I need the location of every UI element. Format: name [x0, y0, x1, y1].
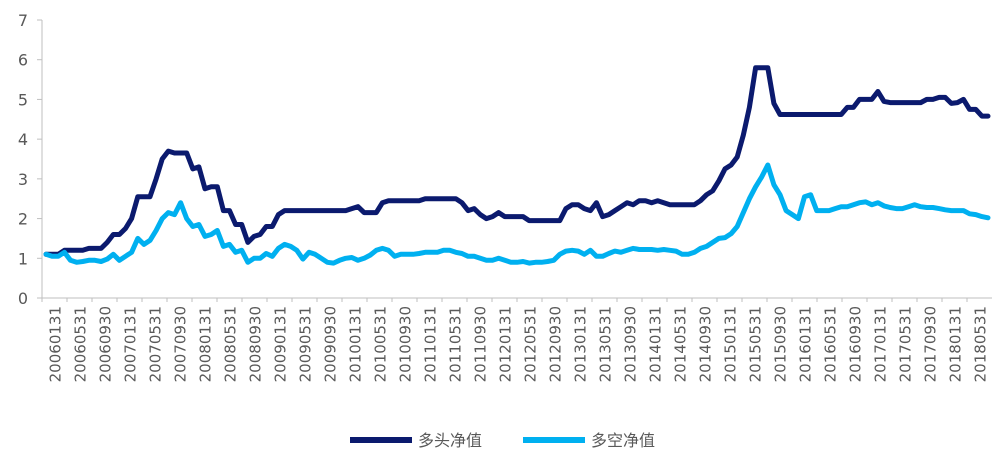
x-tick-label: 20080131: [197, 306, 215, 382]
x-tick-label: 20110930: [472, 306, 490, 382]
x-tick-label: 20060930: [97, 306, 115, 382]
x-tick-label: 20100930: [397, 306, 415, 382]
x-tick-label: 20090131: [272, 306, 290, 382]
y-tick-label: 7: [18, 11, 28, 30]
x-tick-label: 20090531: [297, 306, 315, 382]
series-line-longshort: [43, 162, 991, 266]
x-axis: 20060131 20060531 20060930 20070131 20070531…: [41, 297, 992, 382]
x-tick-label: 20100531: [372, 306, 390, 382]
x-tick-label: 20180131: [947, 306, 965, 382]
x-tick-label: 20080531: [222, 306, 240, 382]
legend-label: 多空净值: [591, 431, 655, 450]
x-tick-label: 20070131: [122, 306, 140, 382]
x-tick-label: 20060131: [47, 306, 65, 382]
x-tick-label: 20100131: [347, 306, 365, 382]
x-tick-label: 20120930: [547, 306, 565, 382]
series-line-long: [43, 65, 991, 257]
x-tick-label: 20170131: [872, 306, 890, 382]
y-tick-label: 0: [18, 289, 28, 308]
x-tick-label: 20140930: [697, 306, 715, 382]
y-tick-label: 5: [18, 90, 28, 109]
x-tick-label: 20160531: [822, 306, 840, 382]
legend: 多头净值 多空净值: [350, 431, 655, 450]
x-tick-label: 20120131: [497, 306, 515, 382]
x-tick-label: 20120531: [522, 306, 540, 382]
x-tick-label: 20150131: [722, 306, 740, 382]
x-tick-label: 20180531: [972, 306, 990, 382]
x-tick-label: 20150930: [772, 306, 790, 382]
x-tick-label: 20160131: [797, 306, 815, 382]
y-tick-label: 3: [18, 170, 28, 189]
x-tick-label: 20060531: [72, 306, 90, 382]
x-tick-label: 20110131: [422, 306, 440, 382]
x-tick-label: 20130131: [572, 306, 590, 382]
x-tick-label: 20140131: [647, 306, 665, 382]
x-tick-label: 20110531: [447, 306, 465, 382]
x-tick-label: 20170531: [897, 306, 915, 382]
x-tick-label: 20170930: [922, 306, 940, 382]
x-tick-label: 20140531: [672, 306, 690, 382]
x-tick-label: 20130930: [622, 306, 640, 382]
y-tick-label: 1: [18, 249, 28, 268]
x-tick-label: 20070531: [147, 306, 165, 382]
x-tick-label: 20090930: [322, 306, 340, 382]
x-tick-label: 20070930: [172, 306, 190, 382]
y-tick-label: 4: [18, 130, 28, 149]
y-axis: 0 1 2 3 4 5 6 7: [18, 11, 43, 308]
legend-label: 多头净值: [418, 431, 482, 450]
x-tick-label: 20130531: [597, 306, 615, 382]
x-tick-label: 20150531: [747, 306, 765, 382]
series-lines: [43, 65, 991, 266]
y-tick-label: 6: [18, 51, 28, 70]
x-tick-label: 20080930: [247, 306, 265, 382]
x-tick-label: 20160930: [847, 306, 865, 382]
y-tick-label: 2: [18, 210, 28, 229]
